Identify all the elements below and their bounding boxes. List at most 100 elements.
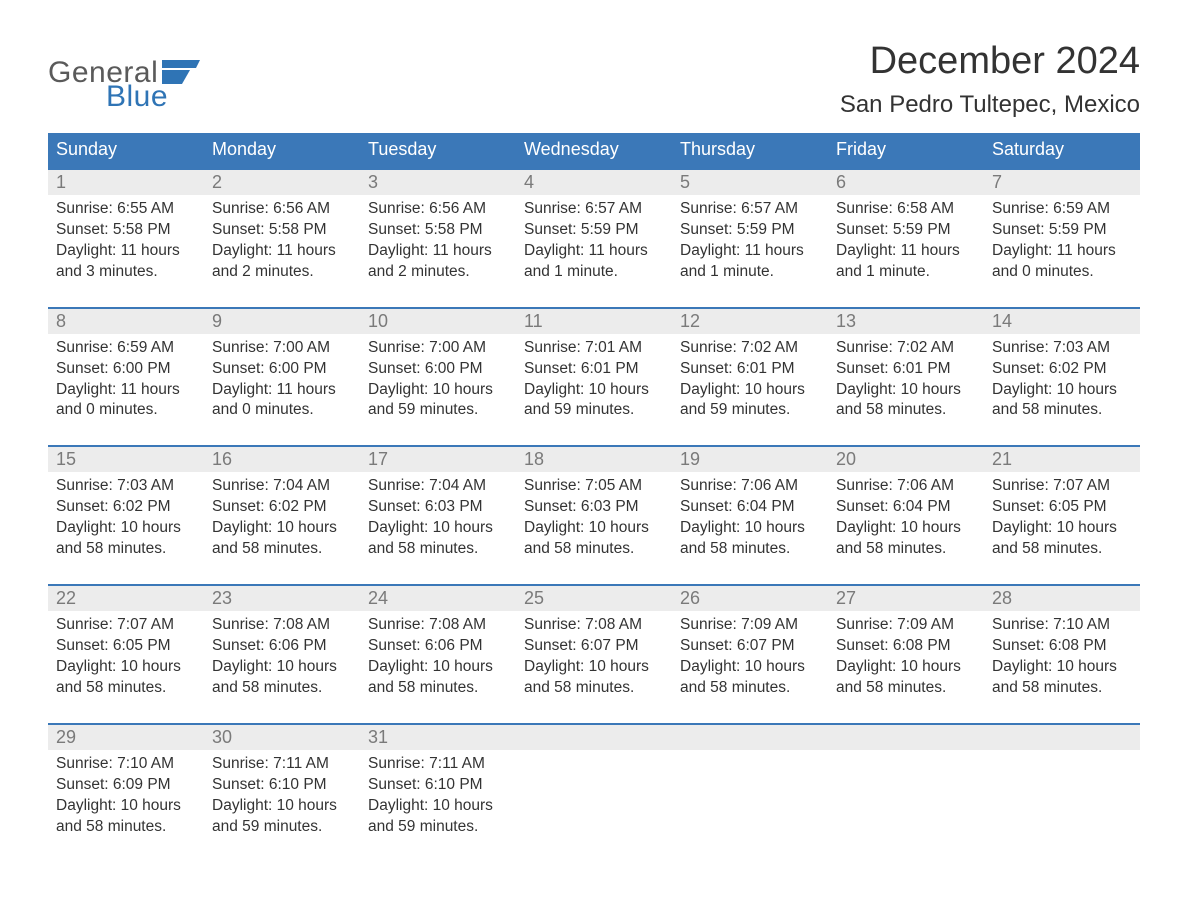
daylight-line: Daylight: 10 hours and 58 minutes. <box>992 518 1132 560</box>
daylight-line: Daylight: 10 hours and 59 minutes. <box>524 380 664 422</box>
date-number <box>828 725 984 750</box>
weekday-header: Thursday <box>672 133 828 168</box>
sunset-line: Sunset: 6:04 PM <box>836 497 976 518</box>
sunset-line: Sunset: 6:05 PM <box>992 497 1132 518</box>
sunset-line: Sunset: 5:58 PM <box>212 220 352 241</box>
sunrise-line: Sunrise: 7:03 AM <box>56 476 196 497</box>
date-number: 22 <box>48 586 204 611</box>
day-info-row: Sunrise: 7:03 AMSunset: 6:02 PMDaylight:… <box>48 472 1140 566</box>
sunrise-line: Sunrise: 7:01 AM <box>524 338 664 359</box>
sunrise-line: Sunrise: 7:00 AM <box>368 338 508 359</box>
sunrise-line: Sunrise: 7:10 AM <box>56 754 196 775</box>
daylight-line: Daylight: 11 hours and 0 minutes. <box>212 380 352 422</box>
calendar-week: 293031 Sunrise: 7:10 AMSunset: 6:09 PMDa… <box>48 723 1140 844</box>
sunset-line: Sunset: 6:01 PM <box>680 359 820 380</box>
weeks-container: 1234567Sunrise: 6:55 AMSunset: 5:58 PMDa… <box>48 168 1140 843</box>
weekday-header: Saturday <box>984 133 1140 168</box>
date-number: 6 <box>828 170 984 195</box>
sunset-line: Sunset: 6:10 PM <box>212 775 352 796</box>
date-number: 1 <box>48 170 204 195</box>
weekday-header: Sunday <box>48 133 204 168</box>
sunset-line: Sunset: 6:06 PM <box>212 636 352 657</box>
day-info-cell: Sunrise: 6:56 AMSunset: 5:58 PMDaylight:… <box>204 195 360 289</box>
sunset-line: Sunset: 5:59 PM <box>524 220 664 241</box>
day-info-cell: Sunrise: 7:02 AMSunset: 6:01 PMDaylight:… <box>672 334 828 428</box>
daylight-line: Daylight: 11 hours and 1 minute. <box>836 241 976 283</box>
sunrise-line: Sunrise: 7:00 AM <box>212 338 352 359</box>
daylight-line: Daylight: 10 hours and 59 minutes. <box>368 796 508 838</box>
day-info-row: Sunrise: 6:59 AMSunset: 6:00 PMDaylight:… <box>48 334 1140 428</box>
date-number: 19 <box>672 447 828 472</box>
sunset-line: Sunset: 6:00 PM <box>212 359 352 380</box>
sunset-line: Sunset: 5:59 PM <box>836 220 976 241</box>
sunrise-line: Sunrise: 7:06 AM <box>680 476 820 497</box>
calendar-week: 891011121314Sunrise: 6:59 AMSunset: 6:00… <box>48 307 1140 428</box>
sunset-line: Sunset: 6:02 PM <box>212 497 352 518</box>
date-number-row: 22232425262728 <box>48 586 1140 611</box>
sunrise-line: Sunrise: 7:07 AM <box>56 615 196 636</box>
day-info-cell: Sunrise: 7:05 AMSunset: 6:03 PMDaylight:… <box>516 472 672 566</box>
sunrise-line: Sunrise: 7:06 AM <box>836 476 976 497</box>
date-number: 24 <box>360 586 516 611</box>
daylight-line: Daylight: 10 hours and 58 minutes. <box>368 657 508 699</box>
date-number: 23 <box>204 586 360 611</box>
date-number <box>516 725 672 750</box>
day-info-cell: Sunrise: 7:06 AMSunset: 6:04 PMDaylight:… <box>828 472 984 566</box>
day-info-cell: Sunrise: 7:08 AMSunset: 6:07 PMDaylight:… <box>516 611 672 705</box>
sunset-line: Sunset: 6:08 PM <box>836 636 976 657</box>
sunrise-line: Sunrise: 6:58 AM <box>836 199 976 220</box>
sunset-line: Sunset: 6:08 PM <box>992 636 1132 657</box>
date-number <box>984 725 1140 750</box>
day-info-cell: Sunrise: 7:10 AMSunset: 6:09 PMDaylight:… <box>48 750 204 844</box>
day-info-cell <box>984 750 1140 844</box>
sunset-line: Sunset: 6:00 PM <box>56 359 196 380</box>
sunrise-line: Sunrise: 6:56 AM <box>368 199 508 220</box>
day-info-cell: Sunrise: 7:00 AMSunset: 6:00 PMDaylight:… <box>204 334 360 428</box>
sunset-line: Sunset: 5:58 PM <box>368 220 508 241</box>
sunrise-line: Sunrise: 7:04 AM <box>368 476 508 497</box>
day-info-cell: Sunrise: 7:00 AMSunset: 6:00 PMDaylight:… <box>360 334 516 428</box>
day-info-cell: Sunrise: 7:07 AMSunset: 6:05 PMDaylight:… <box>984 472 1140 566</box>
date-number: 20 <box>828 447 984 472</box>
flag-icon <box>162 60 204 84</box>
sunrise-line: Sunrise: 7:08 AM <box>524 615 664 636</box>
day-info-row: Sunrise: 7:10 AMSunset: 6:09 PMDaylight:… <box>48 750 1140 844</box>
date-number: 30 <box>204 725 360 750</box>
daylight-line: Daylight: 10 hours and 58 minutes. <box>836 380 976 422</box>
day-info-cell: Sunrise: 7:08 AMSunset: 6:06 PMDaylight:… <box>360 611 516 705</box>
day-info-cell: Sunrise: 7:11 AMSunset: 6:10 PMDaylight:… <box>204 750 360 844</box>
sunrise-line: Sunrise: 7:11 AM <box>368 754 508 775</box>
sunset-line: Sunset: 6:10 PM <box>368 775 508 796</box>
weekday-header-row: SundayMondayTuesdayWednesdayThursdayFrid… <box>48 133 1140 168</box>
weekday-header: Wednesday <box>516 133 672 168</box>
date-number <box>672 725 828 750</box>
date-number: 16 <box>204 447 360 472</box>
sunset-line: Sunset: 6:03 PM <box>524 497 664 518</box>
daylight-line: Daylight: 10 hours and 58 minutes. <box>680 657 820 699</box>
day-info-row: Sunrise: 7:07 AMSunset: 6:05 PM Daylight:… <box>48 611 1140 705</box>
location-subtitle: San Pedro Tultepec, Mexico <box>840 91 1140 119</box>
daylight-line: Daylight: 10 hours and 58 minutes. <box>56 796 196 838</box>
sunrise-line: Sunrise: 7:08 AM <box>368 615 508 636</box>
sunrise-line: Sunrise: 7:05 AM <box>524 476 664 497</box>
sunset-line: Sunset: 6:05 PM <box>56 636 196 657</box>
date-number-row: 293031 <box>48 725 1140 750</box>
date-number: 12 <box>672 309 828 334</box>
date-number: 3 <box>360 170 516 195</box>
day-info-cell: Sunrise: 7:01 AMSunset: 6:01 PMDaylight:… <box>516 334 672 428</box>
daylight-line: Daylight: 10 hours and 58 minutes. <box>836 657 976 699</box>
sunrise-line: Sunrise: 7:08 AM <box>212 615 352 636</box>
sunrise-line: Sunrise: 6:57 AM <box>680 199 820 220</box>
sunset-line: Sunset: 6:02 PM <box>56 497 196 518</box>
date-number: 4 <box>516 170 672 195</box>
date-number-row: 15161718192021 <box>48 447 1140 472</box>
date-number: 14 <box>984 309 1140 334</box>
date-number: 11 <box>516 309 672 334</box>
sunrise-line: Sunrise: 7:09 AM <box>680 615 820 636</box>
date-number: 9 <box>204 309 360 334</box>
sunrise-line: Sunrise: 6:56 AM <box>212 199 352 220</box>
date-number: 8 <box>48 309 204 334</box>
daylight-line: Daylight: 10 hours and 58 minutes. <box>212 657 352 699</box>
day-info-cell: Sunrise: 7:07 AMSunset: 6:05 PMDaylight:… <box>48 611 204 705</box>
calendar-grid: SundayMondayTuesdayWednesdayThursdayFrid… <box>48 133 1140 843</box>
